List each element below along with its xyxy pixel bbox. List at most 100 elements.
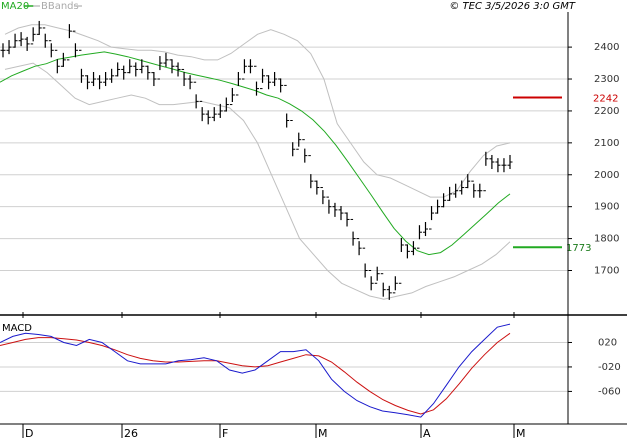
- price-bar: [459, 180, 465, 195]
- price-bar: [435, 199, 441, 214]
- price-bar: [483, 151, 489, 192]
- price-bar: [362, 247, 368, 278]
- price-bar: [42, 27, 48, 48]
- price-bar: [477, 183, 483, 198]
- price-bar: [181, 68, 187, 87]
- price-bar: [0, 43, 6, 58]
- price-bar: [284, 84, 290, 128]
- price-bar: [423, 222, 428, 237]
- price-bar: [127, 59, 133, 74]
- main-y-tick-label: 1800: [594, 234, 619, 245]
- macd-line: [0, 323, 511, 418]
- x-tick-label: F: [222, 427, 228, 440]
- price-bar: [296, 132, 302, 150]
- price-bar: [24, 36, 30, 51]
- price-bar: [48, 40, 54, 58]
- main-y-tick-label: 2200: [594, 106, 619, 117]
- copyright-text: © TEC 3/5/2026 3:0 GMT: [449, 1, 576, 12]
- price-bar: [6, 40, 12, 55]
- price-bar: [97, 75, 103, 90]
- price-bar: [217, 103, 223, 118]
- price-bar: [205, 110, 211, 125]
- price-bar: [489, 154, 495, 170]
- price-bar: [404, 244, 410, 259]
- price-bar: [223, 97, 229, 112]
- macd-y-tick-label: -060: [598, 386, 621, 397]
- price-bar: [507, 154, 513, 170]
- price-bar: [115, 62, 121, 77]
- main-y-tick-label: 1700: [594, 266, 619, 277]
- main-levels: 2242 1773: [513, 94, 618, 254]
- resistance-level-label: 2242: [593, 94, 618, 105]
- lower-band-line: [4, 62, 511, 300]
- price-bar: [272, 72, 278, 87]
- price-bar: [326, 196, 332, 214]
- price-bar: [320, 187, 326, 205]
- price-bar: [356, 238, 362, 256]
- price-bar: [193, 81, 199, 109]
- macd-series: [0, 323, 511, 418]
- price-bar: [471, 180, 477, 198]
- price-bar: [441, 193, 447, 208]
- x-axis: D 26 F M A M: [22, 312, 526, 440]
- price-bar: [151, 72, 157, 87]
- price-bar: [12, 33, 18, 48]
- price-bar: [175, 62, 181, 77]
- main-series: [0, 20, 513, 300]
- macd-y-tick-label: -020: [598, 362, 621, 373]
- support-level-label: 1773: [566, 243, 591, 254]
- price-bar: [72, 30, 78, 58]
- price-bar: [157, 56, 163, 80]
- price-bar: [380, 273, 386, 297]
- price-bar: [241, 59, 247, 80]
- price-bar: [350, 218, 356, 246]
- x-tick-label: M: [516, 427, 526, 440]
- price-bar: [386, 285, 392, 300]
- price-bar: [121, 65, 127, 80]
- macd-y-tick-label: 020: [598, 337, 617, 348]
- price-bar: [501, 158, 507, 173]
- price-bar: [229, 87, 235, 106]
- price-bar: [416, 225, 422, 249]
- price-bar: [78, 49, 84, 83]
- price-bar: [211, 107, 217, 122]
- ma-line: [0, 51, 511, 256]
- price-bar: [314, 180, 320, 195]
- price-bar: [447, 186, 453, 201]
- price-bar: [374, 266, 380, 284]
- price-bar: [338, 206, 344, 221]
- x-tick-label: 26: [124, 427, 138, 440]
- price-bar: [308, 155, 314, 189]
- price-bar: [109, 68, 115, 83]
- price-bar: [169, 59, 175, 74]
- main-y-tick-label: 2000: [594, 170, 619, 181]
- price-bar: [18, 32, 24, 47]
- price-bar: [247, 59, 253, 74]
- price-bar: [30, 27, 36, 45]
- x-tick-label: M: [318, 427, 328, 440]
- price-bar: [60, 52, 66, 67]
- price-bar: [66, 24, 72, 61]
- price-bar: [85, 75, 90, 90]
- price-bar: [392, 276, 398, 294]
- price-bar: [278, 78, 284, 93]
- price-bar: [398, 237, 404, 284]
- upper-band-line: [4, 24, 511, 198]
- price-bar: [465, 174, 471, 189]
- price-bar: [254, 65, 259, 96]
- price-bar: [495, 158, 501, 173]
- x-tick-label: A: [423, 427, 431, 440]
- macd-y-axis: 020 -020 -060: [568, 337, 621, 397]
- price-bar: [235, 72, 241, 96]
- macd-panel-title: MACD: [2, 323, 32, 334]
- price-bar: [290, 120, 296, 157]
- price-bar: [266, 75, 272, 90]
- price-bar: [344, 212, 350, 227]
- price-bar: [54, 49, 60, 74]
- price-bar: [429, 206, 435, 230]
- price-bar: [36, 20, 42, 35]
- price-bar: [133, 62, 139, 77]
- price-bar: [163, 52, 169, 67]
